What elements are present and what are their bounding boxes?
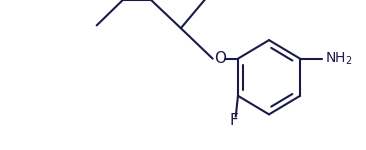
Text: F: F [230, 113, 239, 128]
Text: NH$_2$: NH$_2$ [325, 51, 352, 67]
Text: O: O [214, 51, 227, 66]
